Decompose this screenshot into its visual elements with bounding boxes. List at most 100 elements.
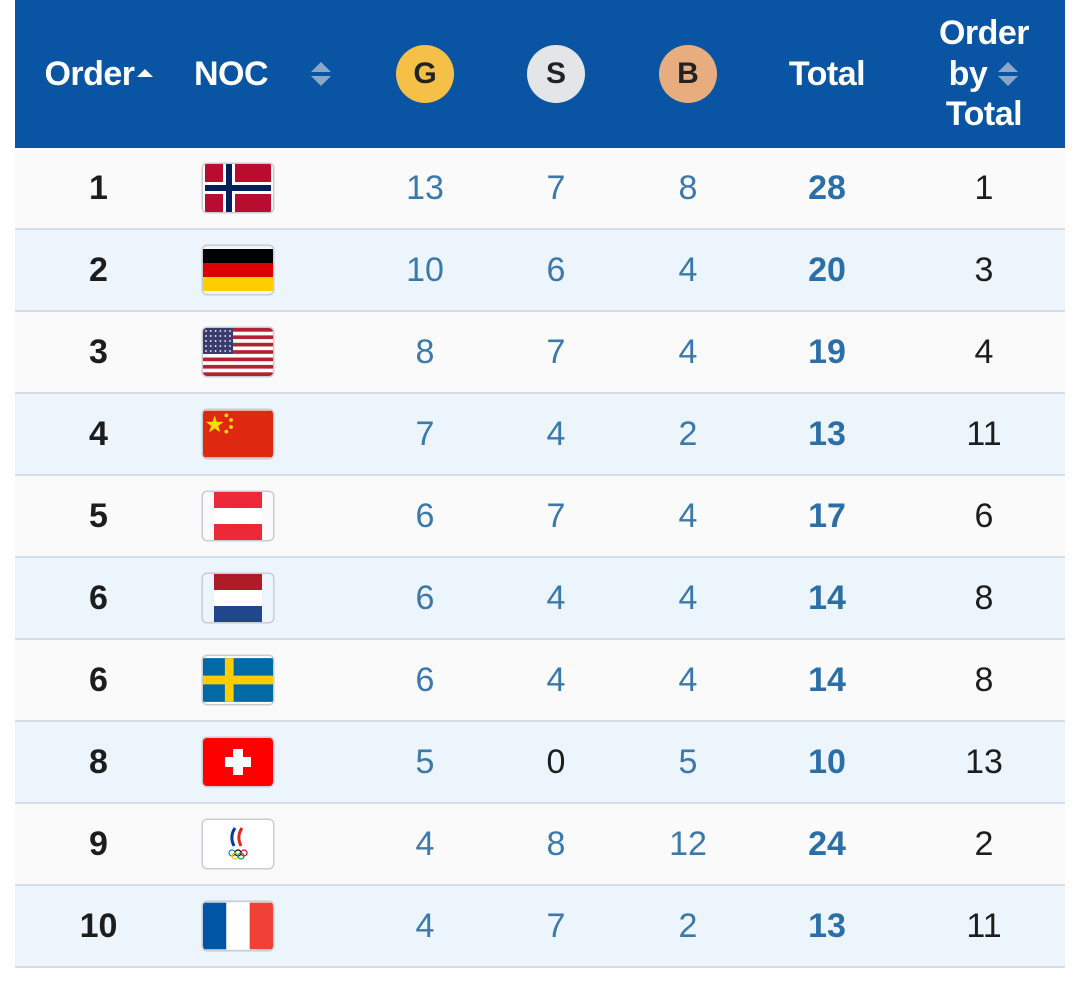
gold-count: 6 [415, 496, 435, 535]
order-cell: 1 [89, 168, 108, 207]
order-by-total-label-1: Order [938, 13, 1030, 52]
order-cell: 10 [79, 906, 118, 945]
gold-count: 10 [406, 250, 444, 289]
total-count: 19 [808, 332, 846, 371]
order-by-total-cell: 6 [974, 496, 994, 535]
order-cell: 6 [89, 660, 108, 699]
table-row[interactable]: 4 7 4 2 13 11 [15, 394, 1065, 476]
silver-count: 4 [546, 660, 566, 699]
noc-cell [182, 312, 294, 392]
bronze-count: 4 [678, 660, 698, 699]
gold-count: 13 [406, 168, 444, 207]
order-by-total-cell: 1 [974, 168, 994, 207]
noc-cell [182, 640, 294, 720]
noc-cell [182, 558, 294, 638]
order-by-total-cell: 3 [974, 250, 994, 289]
noc-column-header[interactable]: NOC [182, 0, 347, 148]
china-flag [203, 410, 273, 458]
bronze-count: 4 [678, 496, 698, 535]
sort-ascending-icon [136, 69, 153, 77]
noc-header-label: NOC [194, 54, 269, 93]
sort-icon [997, 59, 1019, 89]
bronze-medal-icon: B [659, 45, 717, 103]
order-by-total-label-2: by [948, 54, 988, 93]
order-cell: 2 [89, 250, 108, 289]
order-by-total-cell: 13 [965, 742, 1003, 781]
silver-count: 7 [546, 332, 566, 371]
order-column-header[interactable]: Order [15, 0, 182, 148]
table-row[interactable]: 9 4 8 12 24 2 [15, 804, 1065, 886]
table-row[interactable]: 6 6 4 4 14 8 [15, 640, 1065, 722]
gold-count: 6 [415, 578, 435, 617]
order-cell: 4 [89, 414, 108, 453]
usa-flag [203, 328, 273, 376]
silver-count: 8 [546, 824, 566, 863]
silver-count: 7 [546, 168, 566, 207]
table-row[interactable]: 2 10 6 4 20 3 [15, 230, 1065, 312]
table-body: 1 13 7 8 28 1 2 10 6 4 20 3 3 8 7 4 19 4… [15, 148, 1065, 968]
silver-medal-icon: S [527, 45, 585, 103]
noc-cell [182, 476, 294, 556]
silver-column-header[interactable]: S [491, 0, 621, 148]
order-by-total-column-header[interactable]: Order by Total [905, 0, 1063, 148]
total-count: 28 [808, 168, 846, 207]
total-count: 13 [808, 414, 846, 453]
order-cell: 3 [89, 332, 108, 371]
noc-cell [182, 394, 294, 474]
france-flag [203, 902, 273, 950]
table-row[interactable]: 1 13 7 8 28 1 [15, 148, 1065, 230]
gold-count: 5 [415, 742, 435, 781]
table-row[interactable]: 10 4 7 2 13 11 [15, 886, 1065, 968]
noc-cell [182, 804, 294, 884]
order-by-total-cell: 2 [974, 824, 994, 863]
gold-column-header[interactable]: G [360, 0, 490, 148]
gold-count: 4 [415, 906, 435, 945]
table-row[interactable]: 3 8 7 4 19 4 [15, 312, 1065, 394]
table-row[interactable]: 6 6 4 4 14 8 [15, 558, 1065, 640]
bronze-count: 5 [678, 742, 698, 781]
gold-count: 7 [415, 414, 435, 453]
sweden-flag [203, 656, 273, 704]
roc-flag [203, 820, 273, 868]
order-by-total-cell: 8 [974, 578, 994, 617]
silver-count: 4 [546, 578, 566, 617]
sort-icon [310, 59, 332, 89]
total-count: 14 [808, 660, 846, 699]
total-count: 24 [808, 824, 846, 863]
gold-count: 8 [415, 332, 435, 371]
noc-cell [182, 722, 294, 802]
order-by-total-label-3: Total [945, 95, 1023, 134]
table-row[interactable]: 5 6 7 4 17 6 [15, 476, 1065, 558]
switzerland-flag [203, 738, 273, 786]
silver-count: 4 [546, 414, 566, 453]
order-by-total-cell: 4 [974, 332, 994, 371]
netherlands-flag [203, 574, 273, 622]
bronze-count: 12 [669, 824, 707, 863]
silver-count: 7 [546, 906, 566, 945]
austria-flag [203, 492, 273, 540]
bronze-column-header[interactable]: B [623, 0, 753, 148]
gold-count: 6 [415, 660, 435, 699]
table-header: Order NOC G S B Total Order by Total [15, 0, 1065, 153]
bronze-count: 2 [678, 906, 698, 945]
order-by-total-cell: 11 [966, 906, 1002, 945]
silver-count: 0 [546, 742, 566, 781]
gold-medal-icon: G [396, 45, 454, 103]
total-count: 17 [808, 496, 846, 535]
total-count: 13 [808, 906, 846, 945]
bronze-count: 8 [678, 168, 698, 207]
order-cell: 6 [89, 578, 108, 617]
total-count: 14 [808, 578, 846, 617]
total-column-header[interactable]: Total [755, 0, 899, 148]
noc-cell [182, 230, 294, 310]
order-header-label: Order [44, 54, 135, 93]
table-row[interactable]: 8 5 0 5 10 13 [15, 722, 1065, 804]
noc-cell [182, 148, 294, 228]
norway-flag [203, 164, 273, 212]
bronze-count: 2 [678, 414, 698, 453]
silver-count: 6 [546, 250, 566, 289]
order-cell: 9 [89, 824, 108, 863]
medal-table: Order NOC G S B Total Order by Total [15, 0, 1065, 968]
order-by-total-cell: 8 [974, 660, 994, 699]
silver-count: 7 [546, 496, 566, 535]
